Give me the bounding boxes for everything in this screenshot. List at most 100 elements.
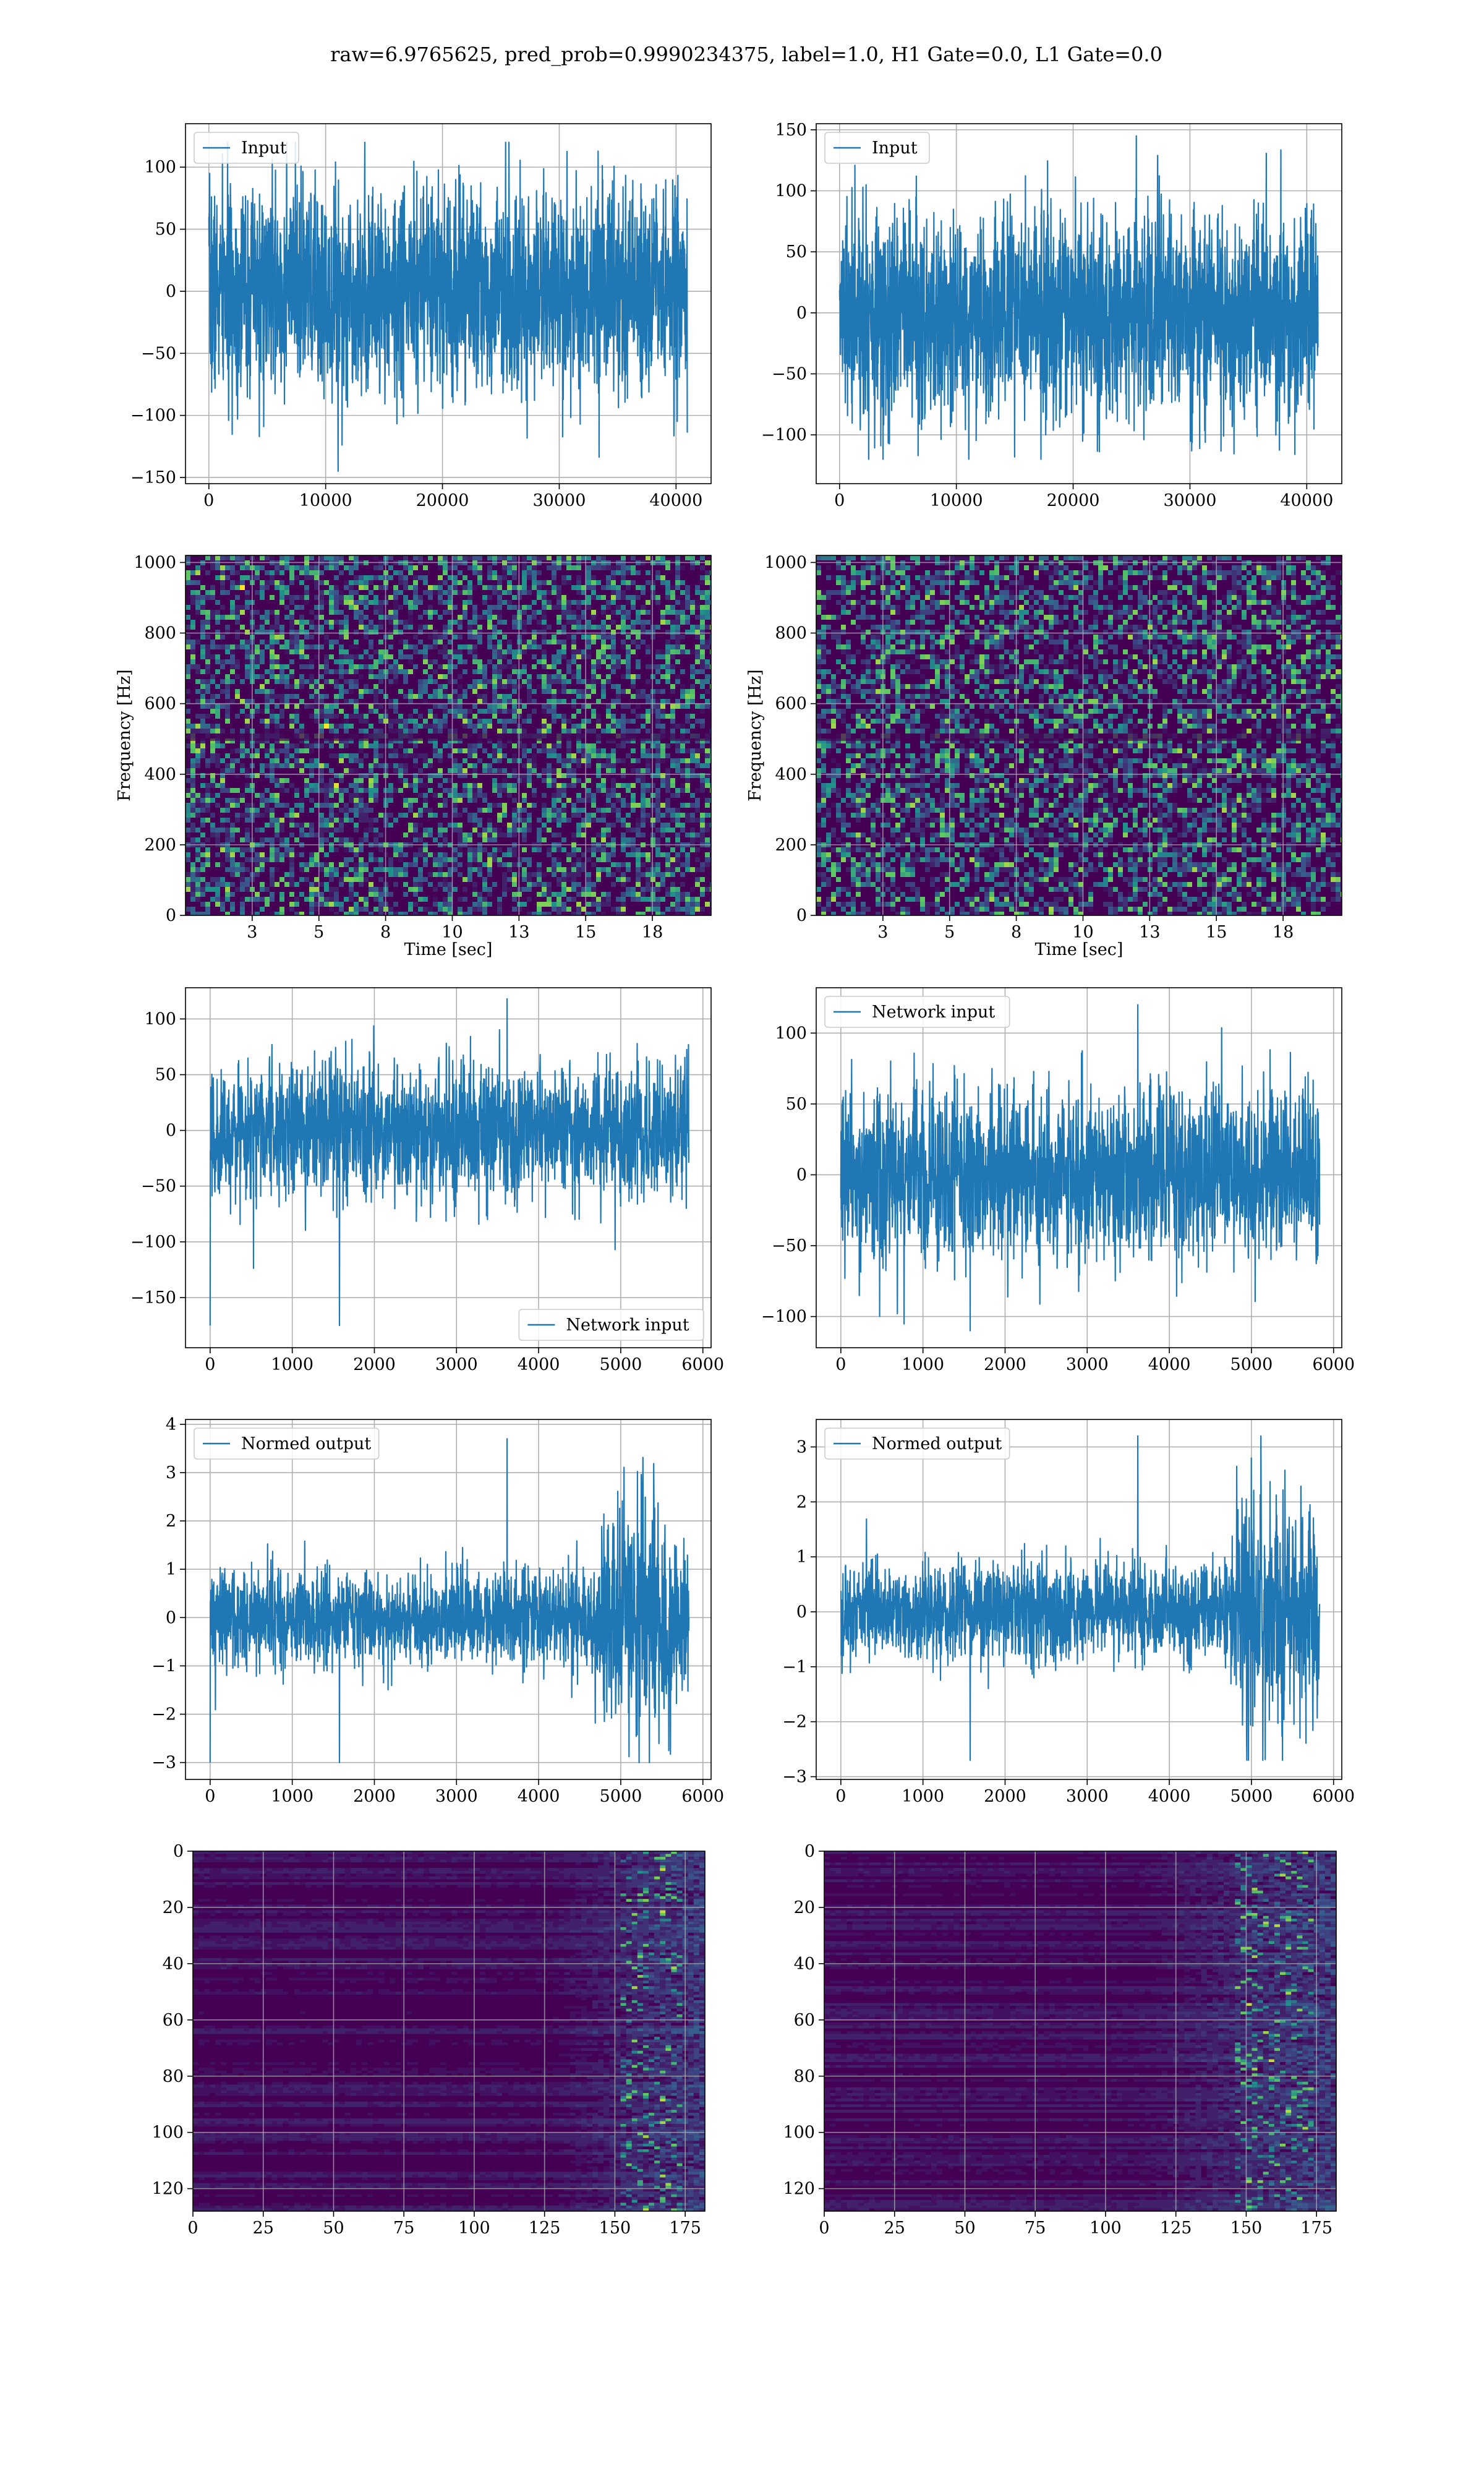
x-tick-label: 5000: [600, 1355, 642, 1374]
axes-frame: [192, 1851, 706, 2212]
y-tick-label: 200: [775, 836, 807, 855]
x-tick-label: 2000: [984, 1787, 1026, 1806]
x-tick-label: 5000: [1230, 1355, 1273, 1374]
x-tick-label: 1000: [271, 1787, 313, 1806]
x-tick-label: 2000: [353, 1355, 396, 1374]
y-tick-label: 60: [163, 2011, 184, 2030]
series-line: [840, 1435, 1321, 1761]
y-tick-label: 0: [796, 1165, 807, 1184]
y-tick-label: −150: [130, 468, 176, 487]
legend: Normed output: [824, 1427, 1010, 1460]
x-tick-label: 0: [835, 1787, 846, 1806]
x-tick-label: 3000: [435, 1787, 478, 1806]
x-tick-label: 3: [247, 923, 257, 942]
chart-r1c1: 0 10000 20000 30000 40000 −150 −100 −50 0 50 100 In…: [130, 123, 712, 510]
y-tick-label: −3: [782, 1768, 807, 1787]
legend-label: Normed output: [872, 1434, 1002, 1453]
y-tick-label: 40: [794, 1954, 815, 1974]
chart-r2c2: 3 5 8 10 13 15 18 0 200 400 600 800 1000 Time [sec] Fr…: [746, 553, 1342, 959]
x-tick-label: 4000: [1148, 1355, 1191, 1374]
x-tick-label: 50: [954, 2219, 975, 2238]
y-tick-label: 0: [166, 1608, 176, 1627]
y-tick-label: 60: [794, 2011, 815, 2030]
x-tick-label: 75: [393, 2219, 414, 2238]
x-tick-label: 4000: [518, 1355, 560, 1374]
x-tick-label: 40000: [649, 491, 702, 510]
y-tick-label: 150: [775, 121, 807, 140]
x-tick-label: 0: [205, 1787, 215, 1806]
y-tick-label: −2: [151, 1705, 176, 1724]
chart-r3c2: 0 1000 2000 3000 4000 5000 6000 −100 −50 0 50 100 Ne…: [761, 987, 1355, 1374]
x-tick-label: 18: [642, 923, 663, 942]
x-tick-label: 100: [1090, 2219, 1122, 2238]
y-tick-label: −2: [782, 1713, 807, 1732]
y-tick-label: 80: [794, 2067, 815, 2086]
x-tick-label: 40000: [1280, 491, 1333, 510]
y-tick-label: 20: [163, 1898, 184, 1917]
x-tick-label: 100: [458, 2219, 490, 2238]
x-tick-label: 3000: [435, 1355, 478, 1374]
y-tick-label: 0: [166, 282, 176, 301]
x-tick-label: 15: [1206, 923, 1227, 942]
series-line: [838, 135, 1319, 460]
y-tick-label: −50: [772, 1236, 807, 1256]
series-line: [208, 142, 688, 472]
y-tick-label: 0: [796, 304, 807, 323]
y-tick-label: −100: [130, 1233, 176, 1252]
heatmap-image: [816, 555, 1342, 915]
y-tick-label: 50: [786, 1095, 807, 1114]
x-tick-label: 6000: [1312, 1355, 1355, 1374]
x-tick-label: 5: [944, 923, 955, 942]
legend-label: Network input: [872, 1003, 995, 1022]
x-tick-label: 10000: [299, 491, 352, 510]
x-tick-label: 5: [313, 923, 324, 942]
x-tick-label: 10: [1072, 923, 1093, 942]
x-tick-label: 0: [203, 491, 214, 510]
x-tick-label: 30000: [532, 491, 586, 510]
y-tick-label: 80: [163, 2067, 184, 2086]
x-tick-label: 50: [323, 2219, 344, 2238]
y-tick-label: 0: [173, 1842, 184, 1861]
axes-frame: [816, 987, 1342, 1348]
y-tick-label: 0: [796, 906, 807, 925]
y-tick-label: 2: [796, 1492, 807, 1512]
x-tick-label: 125: [1160, 2219, 1192, 2238]
x-tick-label: 3: [877, 923, 888, 942]
heatmap-image: [193, 1851, 705, 2211]
x-tick-label: 6000: [681, 1355, 724, 1374]
y-tick-label: 40: [163, 1954, 184, 1974]
y-tick-label: 1: [166, 1560, 176, 1579]
y-tick-label: 600: [144, 695, 176, 714]
series-line: [209, 998, 690, 1327]
axes-frame: [816, 123, 1342, 484]
y-tick-label: 3: [166, 1463, 176, 1483]
y-tick-label: −100: [761, 426, 807, 445]
chart-r4c1: 0 1000 2000 3000 4000 5000 6000 −3 −2 −1 0 1 2 3 4 Norm…: [151, 1415, 724, 1806]
y-tick-label: 0: [166, 1121, 176, 1141]
y-tick-label: 1000: [764, 553, 807, 572]
figure-title: raw=6.9765625, pred_prob=0.9990234375, l…: [330, 43, 1162, 66]
y-tick-label: −1: [782, 1658, 807, 1677]
axes-frame: [185, 987, 712, 1348]
x-tick-label: 18: [1273, 923, 1294, 942]
x-tick-label: 25: [884, 2219, 905, 2238]
x-tick-label: 0: [187, 2219, 198, 2238]
y-tick-label: 50: [786, 242, 807, 262]
legend: Network input: [824, 996, 1010, 1028]
axes-frame: [816, 1419, 1342, 1780]
legend: Normed output: [194, 1427, 380, 1460]
y-tick-label: 800: [775, 624, 807, 643]
heatmap-image: [186, 555, 711, 915]
x-tick-label: 15: [575, 923, 596, 942]
x-tick-label: 0: [819, 2219, 829, 2238]
y-tick-label: 120: [151, 2180, 184, 2199]
axes-frame: [824, 1851, 1337, 2212]
x-tick-label: 8: [380, 923, 391, 942]
x-tick-label: 0: [205, 1355, 215, 1374]
x-axis-label: Time [sec]: [1035, 940, 1124, 959]
legend: Input: [824, 132, 930, 164]
chart-r3c1: 0 1000 2000 3000 4000 5000 6000 −150 −100 −50 0 50 1…: [130, 987, 724, 1374]
chart-r5c2: 0 25 50 75 100 125 150 175 0 20 40 60 80 100 120: [783, 1842, 1337, 2238]
x-tick-label: 20000: [416, 491, 469, 510]
